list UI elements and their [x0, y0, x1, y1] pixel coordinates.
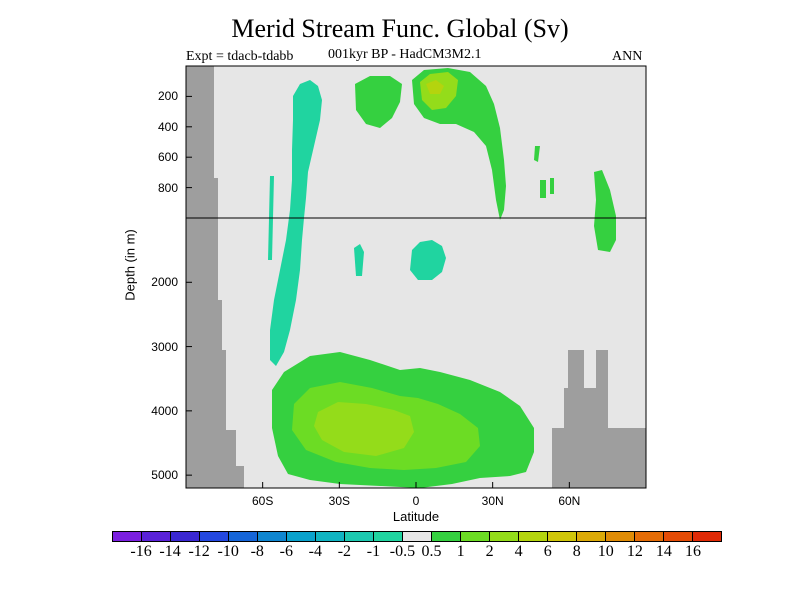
colorbar-label: -14: [159, 543, 181, 560]
season-label: ANN: [612, 49, 643, 64]
colorbar-label: -16: [130, 543, 152, 560]
colorbar-label: -10: [217, 543, 239, 560]
colorbar-label: -6: [279, 543, 293, 560]
colorbar-label: 16: [684, 543, 701, 560]
y-axis-label: Depth (in m): [122, 229, 138, 301]
colorbar-swatch: [316, 532, 345, 541]
colorbar-swatch: [577, 532, 606, 541]
colorbar-swatch: [374, 532, 403, 541]
colorbar-swatch: [548, 532, 577, 541]
colorbar-label: 8: [572, 543, 581, 560]
colorbar-label: -2: [337, 543, 352, 560]
colorbar-swatch: [432, 532, 461, 541]
colorbar-label: -1: [366, 543, 381, 560]
y-tick-label: 800: [157, 180, 178, 195]
colorbar-label: 12: [626, 543, 643, 560]
y-tick-label: 600: [157, 150, 178, 165]
colorbar-swatch: [258, 532, 287, 541]
colorbar-label: -4: [308, 543, 322, 560]
x-axis-label: Latitude: [392, 509, 440, 524]
y-tick-label: 2000: [151, 275, 178, 290]
contour-neg-south: [270, 80, 322, 366]
colorbar-swatch: [345, 532, 374, 541]
y-tick-label: 3000: [151, 339, 178, 354]
y-tick-label: 5000: [151, 468, 178, 483]
colorbar-swatch: [635, 532, 664, 541]
colorbar-label: 10: [597, 543, 614, 560]
y-tick-marks: [186, 95, 192, 476]
x-tick-label: 60N: [558, 494, 581, 508]
colorbar-label: 14: [655, 543, 672, 560]
y-tick-label: 4000: [151, 403, 178, 418]
x-tick-label: 60S: [251, 494, 274, 508]
colorbar-swatch: [287, 532, 316, 541]
colorbar-label: 4: [514, 543, 523, 560]
colorbar-swatch: [142, 532, 171, 541]
colorbar-swatch: [403, 532, 432, 541]
colorbar-swatch: [519, 532, 548, 541]
contour-pos-deep-center: [314, 402, 414, 456]
colorbar-label: -12: [188, 543, 210, 560]
colorbar-label: 2: [485, 543, 494, 560]
colorbar-swatch: [200, 532, 229, 541]
colorbar-swatch: [490, 532, 519, 541]
colorbar-swatch: [606, 532, 635, 541]
x-tick-label: 30S: [328, 494, 351, 508]
colorbar-swatch: [693, 532, 721, 541]
colorbar-swatch: [113, 532, 142, 541]
colorbar: [112, 531, 722, 542]
colorbar-label: 1: [456, 543, 465, 560]
x-tick-label: 30N: [481, 494, 504, 508]
contour-pos-north-small: [540, 180, 546, 198]
colorbar-label: -8: [250, 543, 264, 560]
x-tick-marks: [262, 482, 570, 488]
y-tick-label: 200: [157, 89, 178, 104]
contour-pos-north-tick: [534, 146, 540, 162]
colorbar-swatch: [461, 532, 490, 541]
land-mask-south: [186, 66, 244, 488]
colorbar-label: -0.5: [389, 543, 416, 560]
colorbar-swatch: [171, 532, 200, 541]
y-tick-label: 400: [157, 119, 178, 134]
chart-subtitle: 001kyr BP - HadCM3M2.1: [328, 47, 482, 62]
colorbar-swatch: [229, 532, 258, 541]
contour-pos-upper-left: [355, 76, 402, 128]
contour-pos-north-dot: [550, 178, 554, 194]
contour-neg-deep: [410, 240, 446, 280]
chart-title: Merid Stream Func. Global (Sv): [231, 14, 569, 43]
colorbar-label: 6: [543, 543, 552, 560]
contour-neg-small: [354, 244, 364, 276]
contour-pos-north: [594, 170, 616, 252]
colorbar-swatch: [664, 532, 693, 541]
experiment-label: Expt = tdacb-tdabb: [186, 49, 294, 64]
land-mask-north: [552, 350, 646, 488]
x-tick-label: 0: [412, 494, 420, 508]
colorbar-label: 0.5: [421, 543, 442, 560]
contour-pos-upper-center-small: [426, 80, 444, 94]
